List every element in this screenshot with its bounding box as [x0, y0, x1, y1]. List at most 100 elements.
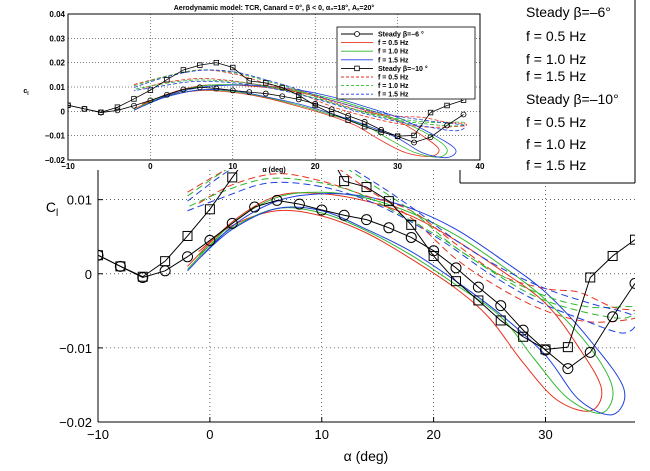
- inset-marker-circle: [147, 97, 154, 104]
- inset-marker-circle: [180, 86, 187, 93]
- inset-legend-label: Steady β=–6 °: [378, 31, 424, 39]
- inset-marker-square: [68, 102, 71, 108]
- main-marker-circle: [562, 363, 574, 375]
- inset-marker-square: [197, 62, 203, 68]
- inset-y-tick-label: 0.03: [49, 34, 65, 43]
- inset-marker-square: [394, 133, 401, 139]
- main-series-solid-f05: [187, 192, 603, 412]
- main-marker-circle: [472, 281, 484, 293]
- main-marker-circle: [584, 346, 596, 358]
- inset-legend-marker-circle: [354, 31, 360, 37]
- main-marker-circle: [405, 231, 417, 243]
- main-marker-square: [160, 256, 171, 267]
- inset-x-tick-label: 0: [148, 162, 153, 171]
- inset-x-tick-label: −10: [61, 162, 75, 171]
- main-marker-square: [406, 219, 417, 230]
- main-legend-label: f = 0.5 Hz: [526, 114, 586, 130]
- inset-marker-square: [98, 109, 104, 116]
- inset-y-tick-label: 0.01: [49, 83, 65, 92]
- main-marker-square: [339, 176, 350, 187]
- main-legend-box: [492, 0, 650, 184]
- inset-legend-label: f = 0.5 Hz: [378, 75, 409, 82]
- main-y-tick-label: −0.02: [59, 415, 92, 430]
- inset-y-label: cl: [23, 88, 29, 97]
- main-marker-circle: [383, 222, 395, 234]
- main-marker-circle: [338, 209, 350, 221]
- main-x-tick-label: 30: [538, 427, 552, 442]
- main-legend-label: f = 1.0 Hz: [526, 51, 586, 67]
- inset-marker-square: [411, 132, 417, 139]
- inset-marker-square: [180, 67, 187, 73]
- main-marker-circle: [607, 311, 619, 323]
- inset-legend-box: [336, 26, 476, 100]
- inset-x-tick-label: 10: [228, 162, 237, 171]
- main-marker-square: [607, 250, 618, 261]
- main-marker-square: [562, 342, 573, 353]
- main-marker-square: [585, 272, 596, 283]
- main-legend-label: f = 1.5 Hz: [526, 157, 586, 173]
- inset-marker-circle: [131, 102, 137, 109]
- inset-marker-square: [114, 104, 121, 110]
- inset-marker-circle: [213, 85, 220, 92]
- main-series-steady-6: [98, 199, 635, 370]
- main-marker-circle: [361, 214, 372, 226]
- inset-ticks: −10 0 10 20 30 40 −0.02 −0.01 0 0.01 0.02 0.03 0.04: [45, 10, 485, 171]
- inset-marker-square: [279, 84, 285, 91]
- inset-x-label: α (deg): [262, 167, 285, 174]
- main-legend-label: f = 1.5 Hz: [526, 68, 586, 84]
- inset-marker-circle: [460, 111, 467, 118]
- inset-marker-square: [164, 77, 170, 83]
- inset-legend-marker-square: [354, 65, 360, 72]
- main-y-tick-label: −0.01: [59, 341, 92, 356]
- main-marker-circle: [271, 194, 283, 206]
- main-y-label: Cl: [46, 199, 58, 219]
- main-marker-square: [630, 234, 635, 245]
- inset-marker-circle: [163, 91, 170, 98]
- main-marker-square: [227, 172, 238, 183]
- inset-y-tick-label: −0.01: [45, 132, 66, 141]
- inset-marker-circle: [114, 107, 121, 114]
- inset-series-solid-f15: [133, 84, 457, 159]
- inset-series-dashed-f10: [133, 69, 466, 127]
- inset-legend-label: f = 1.0 Hz: [378, 83, 409, 90]
- main-marker-square: [383, 196, 394, 207]
- main-legend-label: f = 1.0 Hz: [526, 136, 586, 152]
- inset-x-tick-label: 20: [311, 162, 320, 171]
- inset-y-tick-label: 0: [61, 107, 66, 116]
- main-marker-square: [540, 344, 551, 355]
- main-marker-square: [451, 276, 461, 287]
- inset-legend-label: f = 1.5 Hz: [378, 57, 409, 64]
- main-series-solid-f15: [187, 193, 626, 416]
- main-chart: −10 0 10 20 30 −0.02 −0.01 0 0.01 α (deg) Cl: [46, 170, 635, 464]
- main-marker-circle: [204, 234, 216, 246]
- inset-marker-circle: [345, 112, 352, 119]
- inset-legend-label: Steady β=–10 °: [378, 65, 428, 73]
- main-marker-square: [495, 315, 506, 326]
- inset-marker-square: [328, 111, 335, 117]
- inset-series-steady-10: [68, 62, 464, 137]
- main-marker-square: [518, 331, 529, 342]
- main-marker-square: [473, 295, 484, 306]
- inset-legend-label: f = 0.5 Hz: [378, 40, 409, 47]
- inset-marker-square: [263, 80, 269, 86]
- main-marker-square: [428, 250, 439, 261]
- inset-marker-circle: [427, 134, 434, 141]
- inset-legend: Steady β=–6 °f = 0.5 Hzf = 1.0 Hzf = 1.5…: [336, 26, 476, 100]
- main-series-steady-10: [98, 170, 635, 350]
- main-x-tick-label: 10: [315, 427, 329, 442]
- main-marker-circle: [226, 217, 238, 229]
- inset-marker-square: [147, 87, 154, 93]
- inset-x-tick-label: 30: [393, 162, 402, 171]
- inset-legend-label: f = 1.0 Hz: [378, 49, 409, 56]
- main-series: [98, 170, 635, 416]
- inset-marker-circle: [229, 87, 236, 94]
- main-x-label: α (deg): [344, 448, 389, 464]
- main-y-tick-label: 0: [85, 267, 92, 282]
- inset-marker-circle: [295, 96, 302, 103]
- main-legend-label: Steady β=–6°: [526, 4, 611, 20]
- inset-y-tick-label: 0.02: [49, 59, 65, 68]
- inset-x-tick-label: 40: [476, 162, 485, 171]
- inset-chart: −10 0 10 20 30 40−0.02−0.0100.010.020.030.04 …: [0, 0, 492, 174]
- main-marker-circle: [249, 201, 261, 213]
